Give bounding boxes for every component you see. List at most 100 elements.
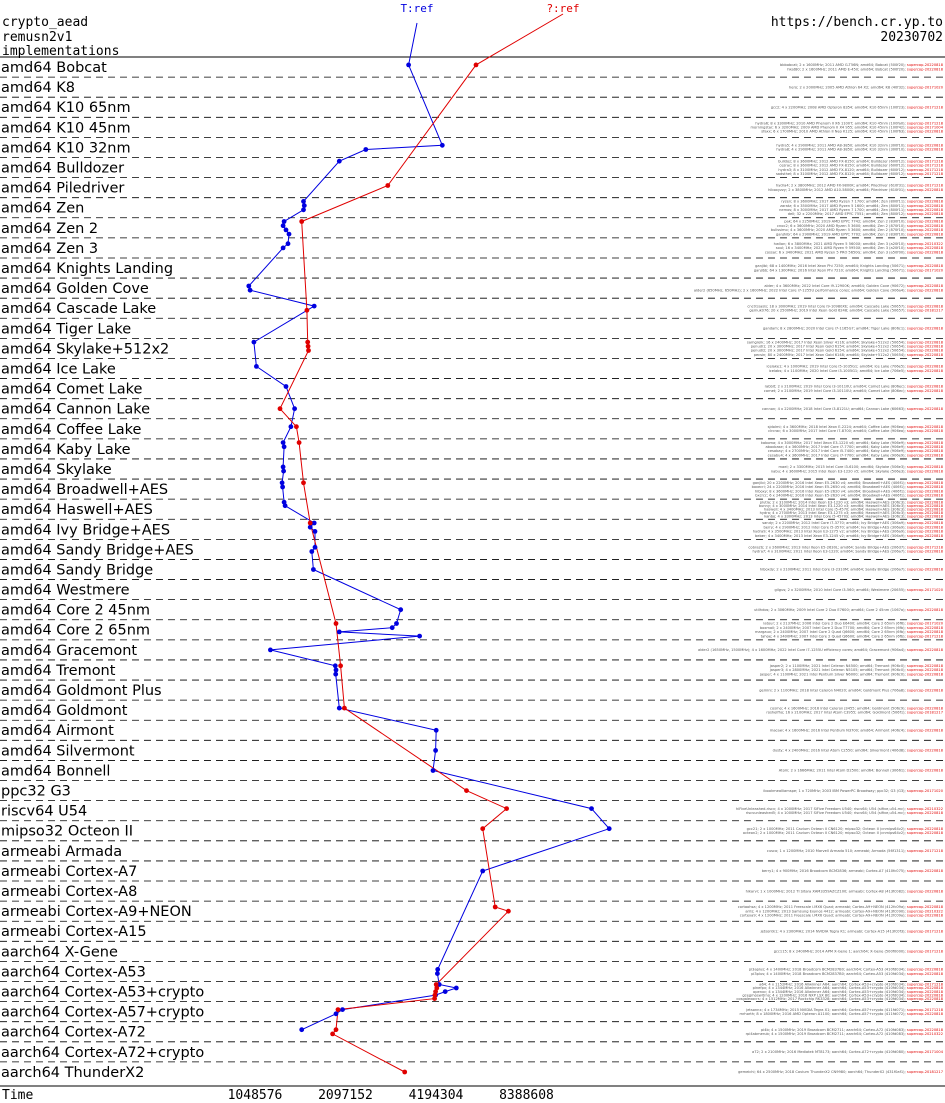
machine-desc: cesrac; 8 x 3600MHz; 2012 AMD FX-8150; a… bbox=[779, 164, 907, 168]
machine-labels: bbbobcat; 2 x 1600MHz; 2011 AMD G-T56N; … bbox=[694, 63, 944, 1074]
data-point bbox=[417, 633, 422, 639]
machine-version: supercop-20220818 bbox=[907, 220, 944, 224]
machine-version: supercop-20220818 bbox=[907, 827, 944, 831]
category-label: amd64 K8 bbox=[1, 80, 75, 96]
data-point bbox=[299, 219, 305, 224]
machine-desc: gemeichi; 64 x 2500MHz; 2018 Cavium Thun… bbox=[738, 1070, 907, 1074]
machine-version: supercop-20220818 bbox=[907, 993, 944, 997]
machine-label: a72; 2 x 2100MHz; 2016 Mediatek MT8173; … bbox=[752, 1050, 944, 1054]
category-label: aarch64 Cortex-A53+crypto bbox=[1, 985, 204, 1001]
machine-desc: gcegmoswitrno; 4 x 1200MHz; 2016 NXP LSX… bbox=[742, 993, 907, 997]
machine-version: supercop-20220818 bbox=[907, 425, 944, 429]
machine-label: cortexa9; 4 x 1200MHz; 2011 Freescale i.… bbox=[740, 914, 944, 918]
machine-desc: cusco; 1 x 1200MHz; 2010 Marvell Armada … bbox=[767, 849, 907, 853]
data-point bbox=[301, 199, 306, 204]
data-point bbox=[336, 629, 342, 635]
category-label: armeabi Cortex-A7 bbox=[1, 864, 137, 880]
machine-desc: hiboxdy; 2 x 2100MHz; 2011 Intel Core i3… bbox=[760, 568, 907, 572]
category-label: armeabi Armada bbox=[1, 844, 122, 860]
data-point bbox=[333, 621, 339, 626]
category-label: amd64 Knights Landing bbox=[1, 261, 173, 277]
machine-version: supercop-20220818 bbox=[907, 728, 944, 732]
data-point bbox=[277, 406, 283, 412]
machine-label: alder; 4 x 3600MHz; 2022 Intel Core i9-1… bbox=[764, 284, 943, 288]
header: crypto_aead remusn2v1 implementations ht… bbox=[2, 15, 943, 59]
machine-label: gcc2; 4 x 2200MHz; 2008 AMD Opteron 8354… bbox=[771, 105, 944, 109]
data-point bbox=[435, 967, 441, 972]
machine-version: supercop-20220818 bbox=[907, 664, 944, 668]
data-point bbox=[504, 806, 509, 811]
machine-desc: penudi2; 20 x 3000MHz; 2017 Intel Xeon G… bbox=[751, 349, 907, 353]
machine-desc: cortexa9; 4 x 1200MHz; 2011 Freescale i.… bbox=[740, 914, 907, 918]
machine-desc: jasper2; 2 x 1100MHz; 2021 Intel Celeron… bbox=[769, 664, 907, 668]
machine-version: supercop-20220818 bbox=[907, 997, 944, 1001]
series-points bbox=[246, 62, 612, 1075]
header-url: https://bench.cr.yp.to bbox=[771, 15, 943, 30]
machine-version: supercop-20220818 bbox=[907, 369, 944, 373]
machine-version: supercop-20220818 bbox=[907, 869, 944, 873]
category-label: amd64 Tiger Lake bbox=[1, 321, 131, 337]
machine-label: pecsin; 80 x 2400MHz; 2017 Intel Xeon Go… bbox=[754, 353, 944, 357]
machine-label: Atom; 2 x 1666MHz; 2011 Intel Atom D2500… bbox=[779, 769, 944, 773]
machine-desc: jasper; 4 x 1100MHz; 2021 Intel Pentium … bbox=[759, 672, 907, 676]
category-label: aarch64 Cortex-A72 bbox=[1, 1025, 146, 1041]
machine-label: sandy; 2 x 2200MHz; 2012 Intel Core i7-3… bbox=[762, 521, 943, 525]
machine-version: supercop-20171218 bbox=[907, 184, 944, 188]
machine-desc: nemos; 8 x 3000MHz; 2017 AMD Ryzen 7 170… bbox=[779, 208, 907, 212]
machine-version: supercop-20171218 bbox=[907, 168, 944, 172]
machine-version: supercop-20220818 bbox=[907, 672, 944, 676]
machine-desc: cannon; 4 x 2200MHz; 2018 Intel Core i3-… bbox=[762, 407, 907, 411]
data-point bbox=[333, 667, 339, 673]
machine-desc: hydra8; 4 x 2900MHz; 2011 AMD A8-3850; a… bbox=[776, 148, 907, 152]
machine-label: icelabs; 4 x 1100MHz; 2020 Intel Core i3… bbox=[769, 369, 944, 373]
machine-label: hydra; 4 x 2700MHz; 2013 Intel Xeon E3-1… bbox=[760, 511, 944, 515]
category-label: amd64 Bobcat bbox=[1, 60, 107, 76]
machine-version: supercop-20171218 bbox=[907, 929, 944, 933]
category-label: amd64 Piledriver bbox=[1, 181, 124, 197]
category-label: amd64 Ivy Bridge+AES bbox=[1, 522, 170, 538]
data-point bbox=[385, 183, 391, 188]
machine-label: penudi1; 20 x 3000MHz; 2017 Intel Xeon G… bbox=[751, 345, 944, 349]
category-label: amd64 Kaby Lake bbox=[1, 442, 131, 458]
machine-desc: hydra5; 4 x 2900MHz; 2011 AMD A8-3850; a… bbox=[776, 144, 907, 148]
machine-desc: cortaohsa; 4 x 1200MHz; 2011 Freescale i… bbox=[738, 905, 907, 909]
machine-label: hydra5; 4 x 2900MHz; 2011 AMD A8-3850; a… bbox=[776, 144, 943, 148]
data-point bbox=[311, 303, 317, 309]
data-point bbox=[280, 245, 286, 251]
x-tick-label: 4194304 bbox=[409, 1088, 464, 1103]
category-label: armeabi Cortex-A15 bbox=[1, 924, 147, 940]
machine-label: cnoc2; 6 x 3600MHz; 2020 AMD Ryzen 5 360… bbox=[777, 224, 944, 228]
machine-label: gemuk076; 20 x 2500MHz; 2019 Intel Xeon … bbox=[749, 309, 943, 313]
data-point bbox=[606, 826, 612, 832]
machine-desc: arris; 4 x 1200MHz; 2013 Samsung Exynos … bbox=[745, 909, 907, 913]
machine-label: hiboxy; 8 x 3600MHz; 2016 Intel Xeon E5-… bbox=[755, 489, 944, 493]
data-point bbox=[389, 625, 395, 631]
machine-label: sjdolmi; 4 x 3600MHz; 2018 Intel Xeon E-… bbox=[768, 425, 944, 429]
machine-label: gandam; 8 x 2800MHz; 2020 Intel Core i7-… bbox=[763, 327, 944, 331]
category-label: aarch64 Cortex-A53 bbox=[1, 964, 146, 980]
data-point bbox=[283, 227, 289, 233]
machine-label: a64; 4 x 1152MHz; 2016 Allwinner A64; aa… bbox=[759, 983, 943, 987]
machine-label: pi3aplus; 4 x 1400MHz; 2018 Broadcom BCM… bbox=[749, 968, 944, 972]
machine-version: supercop-20220818 bbox=[907, 749, 944, 753]
x-tick-label: 8388608 bbox=[499, 1088, 554, 1103]
machine-label: mrhorth; 8 x 1800MHz; 2016 AMD Opteron A… bbox=[740, 1012, 944, 1016]
machine-desc: a72; 2 x 2100MHz; 2016 Mediatek MT8173; … bbox=[752, 1050, 907, 1054]
machine-version: supercop-20220818 bbox=[907, 626, 944, 630]
machine-label: cossar; 6 x 3400MHz; 2021 AMD Ryzen 5 PR… bbox=[765, 250, 944, 254]
machine-version: supercop-20220818 bbox=[907, 1012, 944, 1016]
category-label: amd64 Tremont bbox=[1, 663, 116, 679]
machine-label: hiFiveUnleashed-riscv; 4 x 1000MHz; 2017… bbox=[736, 807, 943, 811]
machine-desc: hydra7; 4 x 3100MHz; 2011 Intel Xeon E3-… bbox=[753, 550, 907, 554]
machine-version: supercop-20220818 bbox=[907, 63, 944, 67]
machine-desc: jetsontk1; 4 x 2300MHz; 2014 NVIDIA Tegr… bbox=[760, 929, 907, 933]
machine-desc: Atom; 2 x 1666MHz; 2011 Intel Atom D2500… bbox=[779, 769, 907, 773]
machine-version: supercop-20171218 bbox=[907, 172, 944, 176]
machine-desc: hydra4; 2 x 3800MHz; 2012 AMD FX-9800K; … bbox=[776, 184, 907, 188]
machine-version: supercop-20220818 bbox=[907, 204, 944, 208]
data-point bbox=[473, 62, 479, 68]
machine-label: jetsonnx; 4 x 1734MHz; 2015 NVIDIA Tegra… bbox=[745, 1008, 943, 1012]
machine-version: supercop-20220818 bbox=[907, 668, 944, 672]
machine-label: kaboma; 4 x 3000MHz; 2017 Intel Xeon E3-… bbox=[761, 441, 944, 445]
machine-label: bunny; 4 x 3000MHz; 2014 Intel Xeon E3-1… bbox=[759, 504, 944, 508]
